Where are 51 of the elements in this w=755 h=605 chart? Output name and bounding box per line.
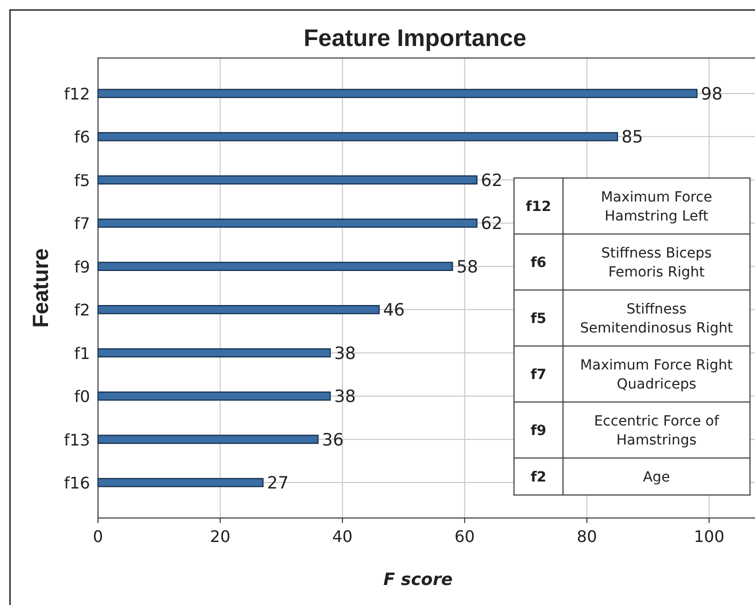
chart-title: Feature Importance xyxy=(304,25,526,52)
annotation: Maximum Force Right Quadriceps xyxy=(580,358,734,392)
y-axis-title: Feature xyxy=(28,248,53,328)
x-tick-label: 60 xyxy=(454,527,475,546)
y-tick-label: f0 xyxy=(74,387,90,406)
y-tick-label: f12 xyxy=(64,84,90,104)
y-tick-label: f9 xyxy=(74,257,90,276)
bar xyxy=(97,305,380,314)
annotation: Eccentric Force of Hamstrings xyxy=(594,414,720,448)
annotation: Stiffness Semitendinosus Right xyxy=(580,302,734,336)
bar xyxy=(97,478,264,488)
annotation: f12 xyxy=(526,199,552,215)
annotation: f5 xyxy=(530,311,546,327)
data-label: 36 xyxy=(322,430,344,450)
data-label: 27 xyxy=(267,474,289,494)
data-label: 58 xyxy=(456,257,478,278)
annotation: Age xyxy=(642,470,670,486)
bar xyxy=(97,88,698,98)
data-label: 46 xyxy=(383,300,405,321)
data-label: 38 xyxy=(334,344,356,364)
data-label: 38 xyxy=(334,387,356,408)
bar xyxy=(97,175,478,185)
bar xyxy=(97,132,618,142)
annotation: Maximum Force Hamstring Left xyxy=(600,190,712,224)
bar xyxy=(97,218,478,228)
x-tick-label: 40 xyxy=(332,527,353,546)
annotation: f7 xyxy=(530,367,546,383)
data-label: 62 xyxy=(480,170,503,191)
y-tick-label: f1 xyxy=(74,344,90,363)
bar xyxy=(97,391,331,401)
y-tick-label: f5 xyxy=(74,170,90,190)
y-tick-label: f13 xyxy=(64,430,90,450)
data-label: 98 xyxy=(700,84,723,104)
annotation: Stiffness Biceps Femoris Right xyxy=(601,246,712,280)
y-tick-label: f7 xyxy=(74,214,90,234)
x-axis-title: F score xyxy=(383,570,453,590)
bar xyxy=(97,434,319,444)
x-tick-label: 0 xyxy=(92,527,104,546)
annotation: f6 xyxy=(530,255,546,271)
bar xyxy=(97,348,331,358)
y-tick-label: f16 xyxy=(64,474,90,493)
x-tick-label: 20 xyxy=(210,527,230,546)
annotation: f9 xyxy=(530,423,546,439)
annotation: f2 xyxy=(530,470,546,486)
x-tick-label: 100 xyxy=(694,527,724,546)
data-label: 62 xyxy=(480,214,503,234)
y-tick-label: f6 xyxy=(74,128,90,147)
y-tick-label: f2 xyxy=(74,300,90,320)
x-tick-label: 80 xyxy=(576,527,598,546)
data-label: 85 xyxy=(621,128,644,148)
bar xyxy=(97,262,454,271)
